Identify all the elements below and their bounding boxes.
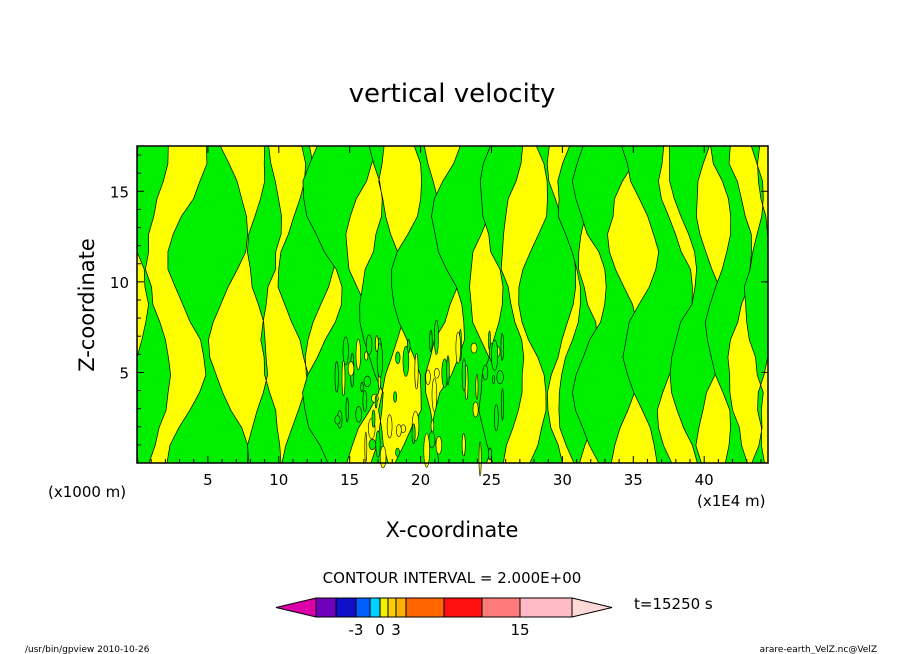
turbulent-cell [334,415,341,425]
x-tick-label: 40 [695,471,714,489]
turbulent-cell [491,375,495,384]
turbulent-cell [414,353,419,390]
colorbar-block [335,597,357,618]
y-axis-ticks: 5 10 15 [110,154,768,446]
colorbar-arrow-left [275,597,317,618]
turbulent-cell [379,445,387,469]
turbulent-cell [345,397,349,423]
turbulent-cell [475,373,479,400]
colorbar-block [443,597,483,618]
turbulent-cell [342,336,349,366]
colorbar-tick-label: -3 [349,621,364,639]
x-tick-label: 20 [411,471,430,489]
turbulent-cell [364,351,369,361]
turbulent-cell [393,391,398,403]
colorbar-arrow-right [571,597,613,618]
turbulent-cell [347,361,355,377]
turbulent-cell [411,423,416,445]
turbulent-cell [430,419,435,433]
turbulent-cell [446,355,450,386]
colorbar-block [405,597,445,618]
x-unit-left: (x1000 m) [48,483,126,501]
colorbar-labels: -3 0 3 15 [349,621,530,639]
colorbar [275,597,613,618]
colorbar-tick-label: 3 [391,621,401,639]
colorbar-block [355,597,371,618]
turbulent-cell [360,381,364,393]
y-tick-label: 5 [119,364,129,382]
y-tick-label: 10 [110,274,129,292]
turbulent-cell [395,351,401,364]
turbulent-cell [365,334,373,355]
contour-interval-label: CONTOUR INTERVAL = 2.000E+00 [323,569,582,587]
turbulent-cell [395,447,400,457]
turbulent-cell [362,390,368,412]
x-tick-label: 10 [269,471,288,489]
turbulent-cell [364,431,368,463]
x-unit-right: (x1E4 m) [697,492,766,510]
turbulent-cell [482,365,489,381]
turbulent-cell [429,329,433,353]
colorbar-tick-label: 15 [510,621,529,639]
time-label: t=15250 s [634,595,713,613]
colorbar-block [387,597,397,618]
footer-right: arare-earth_VelZ.nc@VelZ [760,645,877,654]
x-axis-title: X-coordinate [386,518,519,542]
turbulent-cell [423,433,430,468]
turbulent-cell [500,332,504,362]
turbulent-cell [371,409,376,428]
plot-area: 5 10 15 20 25 30 35 40 5 10 15 [110,145,769,489]
colorbar-block [315,597,337,618]
turbulent-cell [368,438,377,450]
turbulent-cell [341,360,346,397]
turbulent-cell [488,447,492,461]
colorbar-tick-label: 0 [375,621,385,639]
x-tick-label: 30 [553,471,572,489]
turbulent-cell [334,361,339,393]
footer-left: /usr/bin/gpview 2010-10-26 [25,645,150,654]
turbulent-cell [435,436,443,455]
turbulent-cell [433,319,439,355]
x-tick-label: 15 [340,471,359,489]
turbulent-cell [355,406,363,423]
x-tick-label: 35 [624,471,643,489]
turbulent-cell [375,335,379,353]
turbulent-cell [386,414,393,439]
turbulent-cell [431,378,438,412]
turbulent-cell [395,424,402,437]
colorbar-block [369,597,381,618]
turbulent-cell [478,441,482,477]
turbulent-cell [455,331,461,364]
turbulent-cell [461,358,467,392]
chart-title: vertical velocity [349,79,556,109]
turbulent-cell [496,370,504,385]
negative-velocity-regions [136,145,769,477]
x-tick-label: 25 [482,471,501,489]
turbulent-cell [376,343,384,378]
turbulent-cell [374,395,378,409]
turbulent-cell [402,345,410,377]
turbulent-cell [363,375,371,388]
x-tick-label: 5 [203,471,213,489]
colorbar-block [379,597,389,618]
turbulent-cell [493,404,499,432]
turbulent-cell [461,433,466,457]
colorbar-block [395,597,407,618]
colorbar-block [519,597,573,618]
turbulent-cell [472,401,479,418]
turbulent-cell [470,342,478,354]
colorbar-block [481,597,521,618]
turbulent-cell [433,367,440,379]
x-axis-ticks: 5 10 15 20 25 30 35 40 [150,146,762,489]
plot-frame [136,145,769,464]
turbulent-cell [355,338,361,370]
turbulent-cell [375,430,381,458]
y-axis-title: Z-coordinate [75,238,99,372]
turbulent-cell [501,388,504,421]
turbulent-cell [491,339,499,371]
turbulent-cell [425,369,431,385]
y-tick-label: 15 [110,183,129,201]
